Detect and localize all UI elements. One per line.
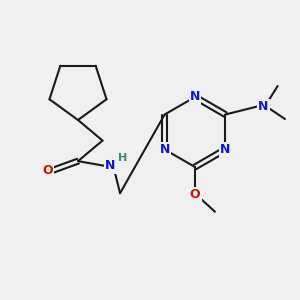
Text: N: N bbox=[190, 91, 200, 103]
Text: N: N bbox=[105, 159, 116, 172]
Text: N: N bbox=[160, 143, 170, 156]
Text: O: O bbox=[42, 164, 53, 177]
Text: O: O bbox=[190, 188, 200, 202]
Text: N: N bbox=[220, 143, 230, 156]
Text: H: H bbox=[118, 153, 127, 163]
Text: N: N bbox=[258, 100, 268, 113]
